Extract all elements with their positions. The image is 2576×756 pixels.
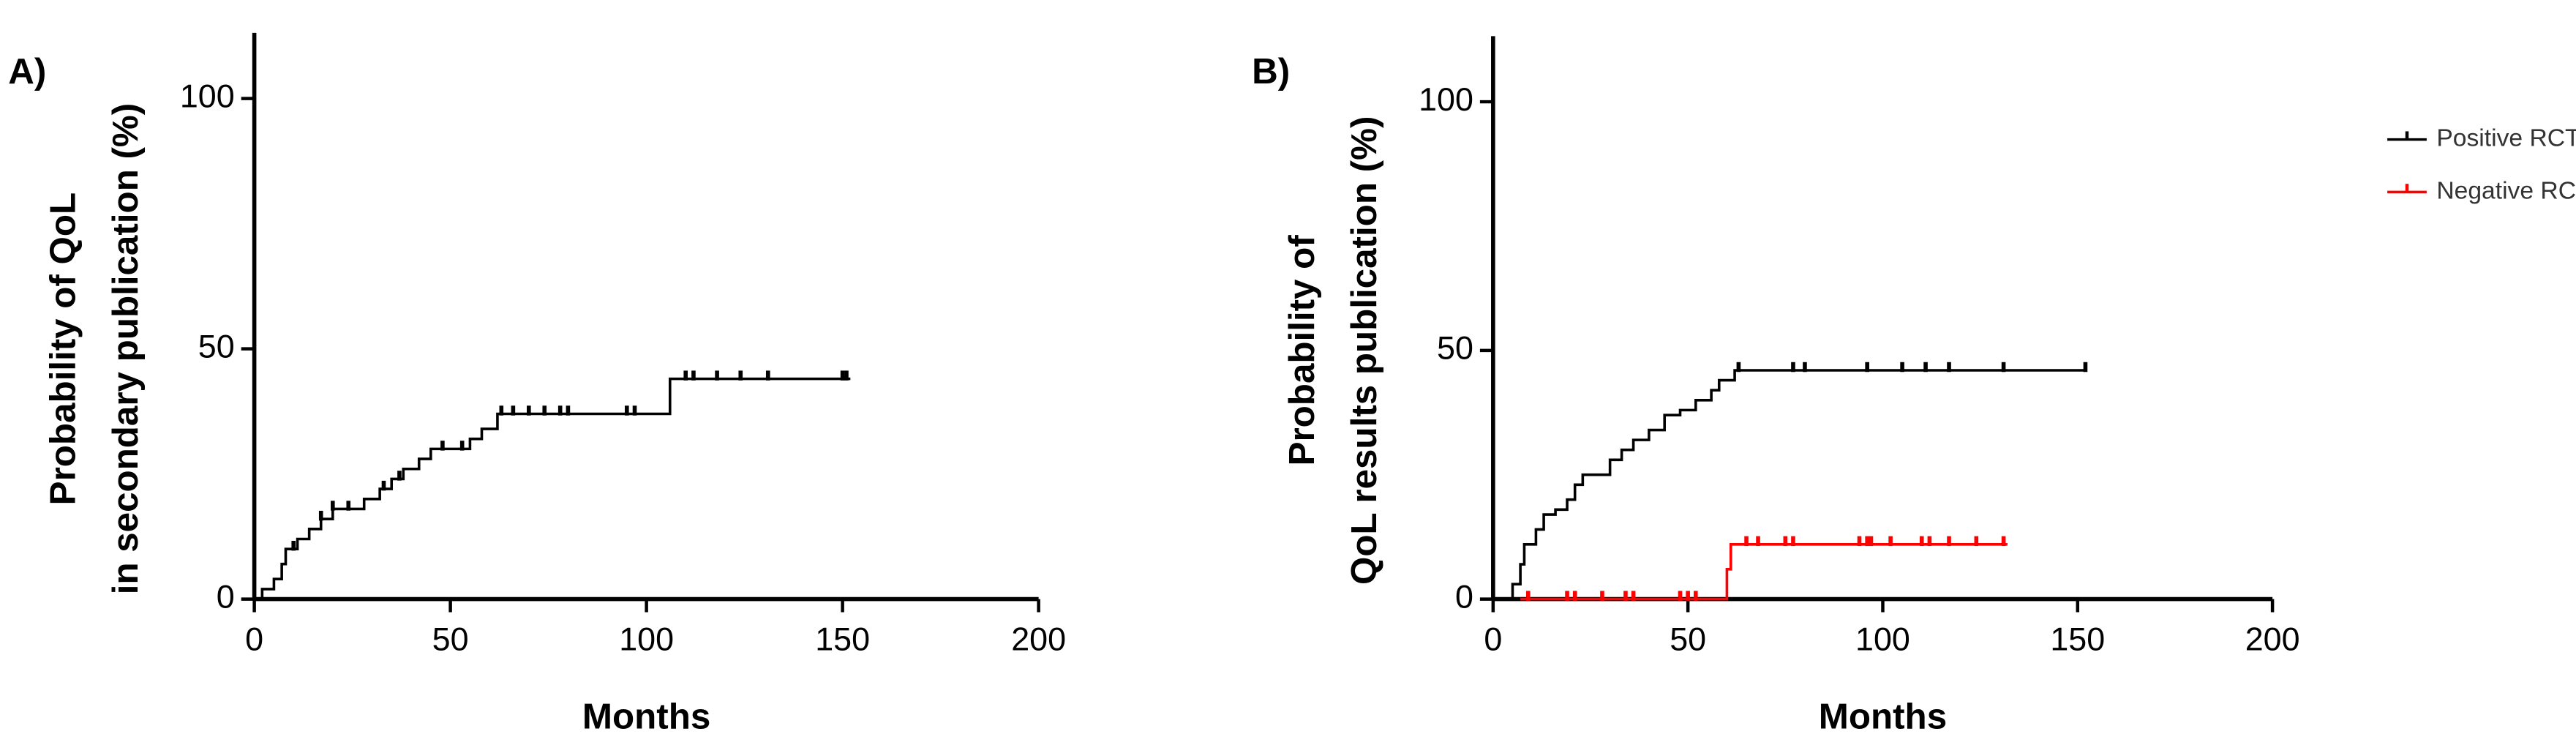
x-tick-label: 150 [815, 621, 870, 658]
x-tick-label: 50 [432, 621, 469, 658]
y-axis-label: Probability of QoL [43, 192, 83, 506]
x-tick-label: 0 [1484, 621, 1502, 658]
y-axis-label: Probability of [1282, 235, 1322, 466]
x-axis-label: Months [1819, 696, 1947, 736]
survival-curve [1492, 369, 2086, 601]
x-tick-label: 200 [1011, 621, 1066, 658]
survival-curve [1520, 543, 2008, 601]
panel-label: B) [1252, 51, 1290, 91]
y-tick-label: 50 [198, 327, 235, 364]
y-tick-label: 50 [1437, 329, 1473, 367]
panel-label: A) [8, 51, 46, 91]
x-axis-label: Months [582, 696, 710, 736]
x-tick-label: 200 [2245, 621, 2300, 658]
x-tick-label: 150 [2050, 621, 2105, 658]
x-tick-label: 100 [1855, 621, 1910, 658]
survival-curve [254, 377, 851, 601]
x-tick-label: 100 [619, 621, 674, 658]
x-tick-label: 0 [245, 621, 263, 658]
y-tick-label: 0 [1455, 577, 1473, 615]
legend-label: Positive RCTs [2436, 125, 2576, 152]
y-axis-label: in secondary publication (%) [105, 103, 146, 595]
legend-label: Negative RCTs [2436, 177, 2576, 204]
y-tick-label: 100 [1419, 81, 1473, 118]
x-tick-label: 50 [1670, 621, 1706, 658]
y-tick-label: 0 [217, 577, 235, 615]
y-axis-label: QoL results publication (%) [1344, 116, 1384, 585]
y-tick-label: 100 [180, 77, 235, 114]
